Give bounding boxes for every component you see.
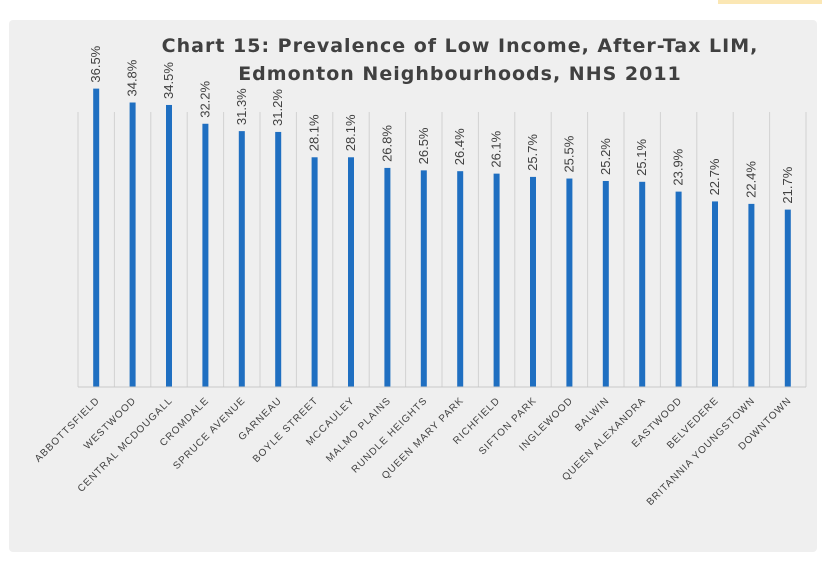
bar-britannia-youngstown	[748, 203, 755, 387]
bar-eastwood	[675, 191, 682, 387]
bar-mccauley	[348, 157, 354, 387]
data-label: 25.7%	[525, 134, 540, 171]
data-label: 26.5%	[416, 127, 431, 164]
bar-queen-mary-park	[457, 171, 464, 387]
bar-malmo-plains	[384, 167, 391, 387]
data-label: 21.7%	[780, 166, 795, 203]
data-label: 25.1%	[634, 139, 649, 176]
chart-panel	[9, 20, 817, 552]
bar-garneau	[275, 131, 282, 387]
bar-central-mcdougall	[166, 104, 172, 388]
highlight-tab	[718, 0, 822, 4]
data-label: 32.2%	[197, 80, 212, 117]
bar-cromdale	[202, 123, 209, 387]
top-strip	[0, 0, 822, 10]
data-label: 22.7%	[707, 158, 722, 195]
data-label: 31.2%	[270, 89, 285, 126]
bar-westwood	[129, 102, 136, 387]
bar-rundle-heights	[420, 170, 427, 387]
chart-title-line-1: Chart 15: Prevalence of Low Income, Afte…	[162, 35, 759, 57]
data-label: 28.1%	[307, 114, 322, 151]
bar-balwin	[602, 180, 609, 387]
x-tick-label: BOYLE STREET	[251, 395, 321, 465]
data-label: 34.8%	[125, 59, 140, 96]
bar-boyle-street	[311, 157, 318, 387]
data-label: 22.4%	[743, 161, 758, 198]
bar-sifton-park	[530, 176, 536, 387]
x-tick-label: ABBOTTSFIELD	[33, 395, 102, 464]
data-label: 23.9%	[671, 148, 686, 185]
data-label: 25.5%	[561, 135, 576, 172]
bar-spruce-avenue	[238, 131, 245, 387]
chart-title-line-2: Edmonton Neighbourhoods, NHS 2011	[238, 63, 682, 85]
bar-downtown	[784, 209, 791, 387]
data-label: 34.5%	[161, 62, 176, 99]
data-label: 26.1%	[489, 130, 504, 167]
data-label: 25.2%	[598, 138, 613, 175]
data-label: 36.5%	[88, 45, 103, 82]
data-label: 26.8%	[379, 125, 394, 162]
bar-abbottsfield	[93, 88, 100, 388]
data-label: 28.1%	[343, 114, 358, 151]
x-tick-label: MALMO PLAINS	[324, 395, 393, 464]
bar-inglewood	[566, 178, 573, 387]
data-label: 26.4%	[452, 128, 467, 165]
bar-richfield	[493, 173, 500, 387]
bar-queen-alexandra	[639, 181, 646, 387]
x-tick-label: BALWIN	[573, 395, 612, 434]
x-tick-label: SPRUCE AVENUE	[171, 395, 248, 472]
data-label: 31.3%	[234, 88, 249, 125]
bar-belvedere	[712, 201, 718, 387]
